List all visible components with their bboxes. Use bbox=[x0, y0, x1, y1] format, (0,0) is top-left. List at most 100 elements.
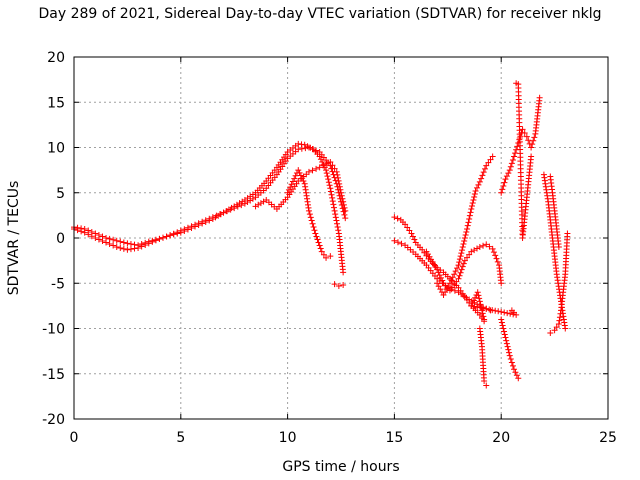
x-axis-label: GPS time / hours bbox=[282, 459, 399, 475]
y-tick-label: -10 bbox=[42, 322, 65, 338]
data-point bbox=[489, 307, 496, 314]
data-point bbox=[509, 362, 516, 369]
data-point bbox=[331, 207, 338, 214]
data-point bbox=[342, 207, 349, 214]
data-point bbox=[316, 242, 323, 249]
data-point bbox=[285, 186, 292, 193]
y-tick-label: 0 bbox=[56, 231, 65, 247]
data-point bbox=[398, 240, 405, 247]
data-point bbox=[467, 209, 474, 216]
data-point bbox=[117, 244, 124, 251]
data-point bbox=[408, 230, 415, 237]
data-point bbox=[435, 269, 442, 276]
data-point bbox=[501, 328, 508, 335]
data-point bbox=[481, 377, 488, 384]
data-point bbox=[557, 310, 564, 317]
data-point bbox=[113, 237, 120, 244]
data-point bbox=[340, 198, 347, 205]
data-point bbox=[528, 144, 535, 151]
data-point bbox=[470, 196, 477, 203]
data-point bbox=[324, 173, 331, 180]
y-tick-label: -15 bbox=[42, 367, 65, 383]
data-point bbox=[477, 301, 484, 308]
data-point bbox=[489, 153, 496, 160]
data-point bbox=[511, 366, 518, 373]
y-tick-label: -20 bbox=[42, 412, 65, 428]
x-tick-label: 5 bbox=[176, 430, 185, 446]
data-point bbox=[333, 168, 340, 175]
data-point bbox=[195, 220, 202, 227]
data-point bbox=[503, 337, 510, 344]
data-point bbox=[156, 235, 163, 242]
x-tick-label: 0 bbox=[70, 430, 79, 446]
data-point bbox=[74, 227, 81, 234]
data-point bbox=[170, 230, 177, 237]
series-arc-4 bbox=[284, 167, 334, 261]
data-point bbox=[323, 167, 330, 174]
data-point bbox=[202, 217, 209, 224]
data-point bbox=[476, 244, 483, 251]
data-point bbox=[503, 173, 510, 180]
data-point bbox=[483, 162, 490, 169]
data-point bbox=[314, 236, 321, 243]
y-tick-label: 5 bbox=[56, 186, 65, 202]
y-tick-labels: -20 -15 -10 -5 0 5 10 15 20 bbox=[42, 50, 65, 428]
data-point bbox=[402, 221, 409, 228]
data-point bbox=[464, 225, 471, 232]
data-point bbox=[340, 269, 347, 276]
data-point bbox=[288, 181, 295, 188]
data-point bbox=[504, 310, 511, 317]
data-point bbox=[320, 251, 327, 258]
data-point bbox=[528, 153, 535, 160]
data-point bbox=[480, 169, 487, 176]
data-point bbox=[332, 211, 339, 218]
data-point bbox=[498, 319, 505, 326]
data-point bbox=[503, 340, 510, 347]
data-point bbox=[110, 236, 117, 243]
data-point bbox=[325, 176, 332, 183]
series-arc-17 bbox=[468, 289, 520, 323]
data-point bbox=[192, 221, 199, 228]
data-point bbox=[85, 231, 92, 238]
data-point bbox=[472, 187, 479, 194]
data-point bbox=[295, 167, 302, 174]
data-point bbox=[469, 203, 476, 210]
series-arc-10 bbox=[498, 94, 543, 196]
data-point bbox=[404, 224, 411, 231]
data-point bbox=[419, 246, 426, 253]
data-point bbox=[466, 251, 473, 258]
data-point bbox=[502, 334, 509, 341]
series-arc-12 bbox=[476, 325, 490, 389]
x-tick-labels: 0 5 10 15 20 25 bbox=[70, 430, 617, 446]
data-point bbox=[501, 309, 508, 316]
data-point bbox=[469, 300, 476, 307]
data-point bbox=[449, 274, 456, 281]
data-point bbox=[135, 244, 142, 251]
data-point bbox=[564, 230, 571, 237]
data-point bbox=[551, 327, 558, 334]
data-point bbox=[333, 217, 340, 224]
data-point bbox=[323, 170, 330, 177]
data-point bbox=[486, 243, 493, 250]
y-tick-label: 20 bbox=[47, 50, 65, 66]
data-point bbox=[188, 223, 195, 230]
data-point bbox=[329, 198, 336, 205]
data-point bbox=[513, 311, 520, 318]
data-point bbox=[460, 241, 467, 248]
data-point bbox=[124, 240, 131, 247]
data-point bbox=[306, 211, 313, 218]
data-point bbox=[320, 162, 327, 169]
data-point bbox=[436, 272, 443, 279]
data-point bbox=[499, 186, 506, 193]
data-point bbox=[486, 306, 493, 313]
data-point bbox=[163, 233, 170, 240]
data-point bbox=[434, 266, 441, 273]
data-point bbox=[318, 248, 325, 255]
data-point bbox=[334, 220, 341, 227]
axis-ticks bbox=[73, 56, 609, 420]
data-point bbox=[500, 325, 507, 332]
data-point bbox=[209, 214, 216, 221]
data-point bbox=[81, 229, 88, 236]
data-point bbox=[331, 165, 338, 172]
data-point bbox=[478, 307, 485, 314]
